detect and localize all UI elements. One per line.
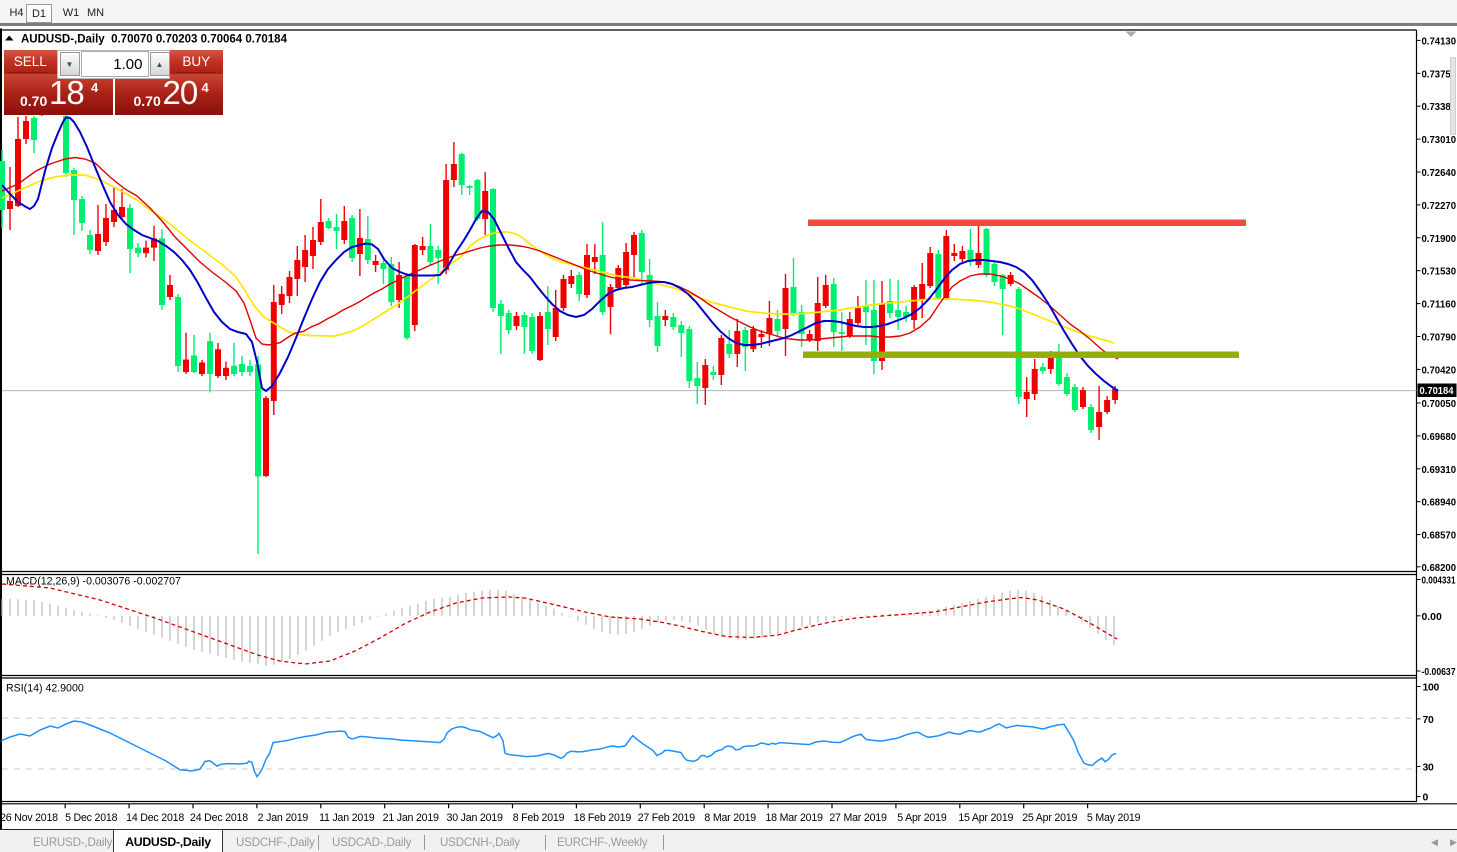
svg-text:5 May 2019: 5 May 2019: [1087, 812, 1141, 824]
svg-text:8 Feb 2019: 8 Feb 2019: [513, 812, 565, 824]
svg-text:0.72640: 0.72640: [1422, 168, 1457, 179]
svg-text:0.72270: 0.72270: [1422, 201, 1457, 212]
svg-text:0.69310: 0.69310: [1422, 465, 1457, 476]
svg-text:15 Apr 2019: 15 Apr 2019: [958, 812, 1013, 824]
svg-text:0.74130: 0.74130: [1422, 36, 1457, 47]
svg-text:0.68570: 0.68570: [1422, 531, 1457, 542]
svg-text:30: 30: [1423, 763, 1434, 774]
svg-text:70: 70: [1423, 715, 1434, 726]
svg-text:0.69680: 0.69680: [1422, 432, 1457, 443]
svg-text:0: 0: [1423, 793, 1429, 804]
svg-text:RSI(14) 42.9000: RSI(14) 42.9000: [6, 683, 84, 695]
svg-text:21 Jan 2019: 21 Jan 2019: [383, 812, 439, 824]
svg-text:5 Dec 2018: 5 Dec 2018: [65, 812, 117, 824]
svg-text:0.70420: 0.70420: [1422, 365, 1457, 376]
svg-text:AUDUSD-,Daily 0.70070 0.70203: AUDUSD-,Daily 0.70070 0.70203 0.70064 0.…: [21, 34, 288, 46]
svg-text:30 Jan 2019: 30 Jan 2019: [447, 812, 503, 824]
svg-text:0.73750: 0.73750: [1422, 69, 1457, 80]
svg-text:0.70184: 0.70184: [1420, 386, 1454, 397]
svg-text:0.70050: 0.70050: [1422, 399, 1457, 410]
svg-text:0.73010: 0.73010: [1422, 135, 1457, 146]
svg-text:26 Nov 2018: 26 Nov 2018: [0, 812, 58, 824]
svg-text:27 Feb 2019: 27 Feb 2019: [638, 812, 696, 824]
svg-text:24 Dec 2018: 24 Dec 2018: [190, 812, 248, 824]
svg-text:0.71160: 0.71160: [1422, 300, 1457, 311]
svg-text:2 Jan 2019: 2 Jan 2019: [258, 812, 309, 824]
svg-text:0.68200: 0.68200: [1422, 563, 1457, 574]
svg-text:0.71900: 0.71900: [1422, 234, 1457, 245]
svg-text:-0.00637: -0.00637: [1422, 667, 1456, 678]
svg-text:0.68940: 0.68940: [1422, 498, 1457, 509]
svg-text:5 Apr 2019: 5 Apr 2019: [897, 812, 947, 824]
svg-text:0.004331: 0.004331: [1422, 576, 1456, 587]
svg-text:8 Mar 2019: 8 Mar 2019: [704, 812, 756, 824]
svg-text:18 Feb 2019: 18 Feb 2019: [574, 812, 632, 824]
svg-text:MACD(12,26,9) -0.003076 -0.002: MACD(12,26,9) -0.003076 -0.002707: [6, 576, 181, 588]
svg-text:0.00: 0.00: [1422, 612, 1442, 623]
svg-text:27 Mar 2019: 27 Mar 2019: [829, 812, 887, 824]
svg-text:18 Mar 2019: 18 Mar 2019: [765, 812, 823, 824]
svg-text:25 Apr 2019: 25 Apr 2019: [1022, 812, 1077, 824]
svg-text:0.73380: 0.73380: [1422, 102, 1457, 113]
svg-text:0.70790: 0.70790: [1422, 333, 1457, 344]
svg-text:0.71530: 0.71530: [1422, 267, 1457, 278]
svg-text:14 Dec 2018: 14 Dec 2018: [126, 812, 184, 824]
svg-text:100: 100: [1423, 683, 1440, 694]
svg-text:11 Jan 2019: 11 Jan 2019: [319, 812, 375, 824]
